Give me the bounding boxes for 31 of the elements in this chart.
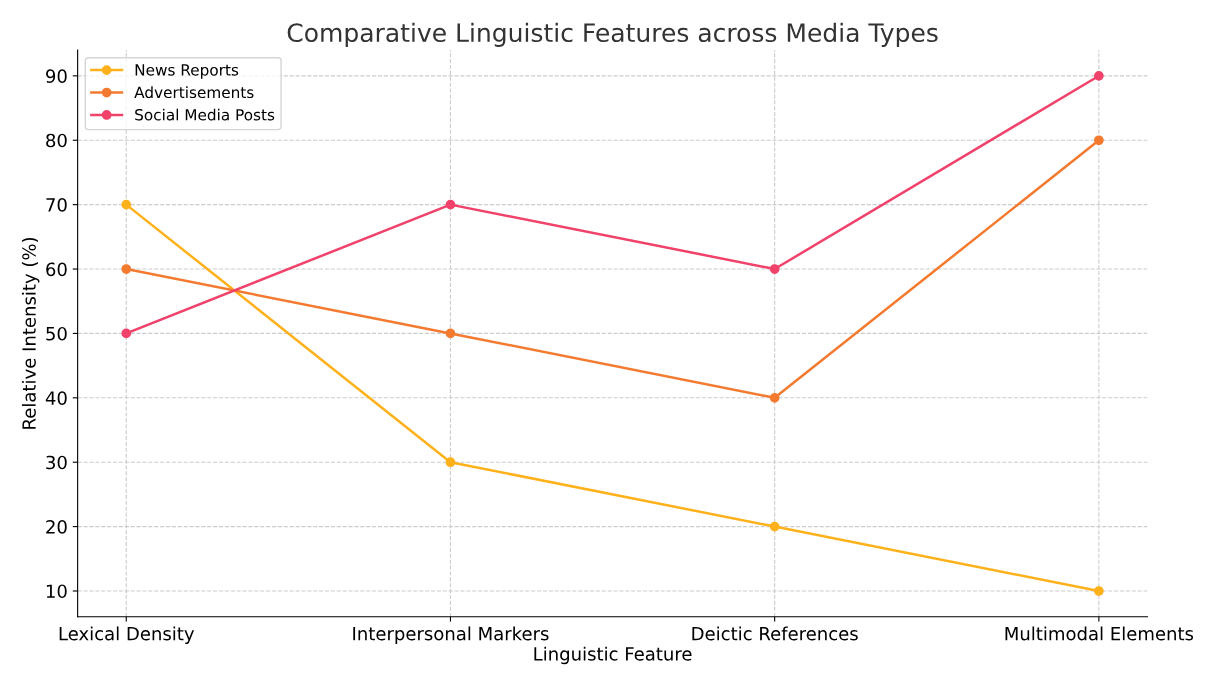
point: [1094, 70, 1104, 81]
x-tick-label: Interpersonal Markers: [353, 626, 549, 644]
legend-label: Social Media Posts: [135, 108, 275, 121]
y-axis-title: Relative Intensity (%): [21, 237, 40, 429]
legend-label: News Reports: [135, 64, 239, 79]
point: [445, 328, 456, 339]
x-tick-label: Lexical Density: [59, 626, 195, 644]
point: [445, 457, 456, 468]
legend-label: Advertisements: [134, 86, 254, 99]
point: [121, 264, 132, 274]
chart-title: Comparative Linguistic Features across Media Types: [287, 22, 938, 47]
y-tick-label: 50: [46, 326, 67, 341]
y-tick-label: 40: [45, 391, 67, 405]
point: [769, 521, 780, 532]
y-tick-label: 80: [46, 133, 67, 148]
y-tick-label: 60: [46, 262, 67, 277]
y-tick-label: 20: [46, 520, 67, 534]
point: [445, 199, 456, 210]
point: [1094, 586, 1104, 596]
point: [121, 199, 132, 210]
y-tick-label: 30: [46, 455, 67, 470]
x-axis-title: Linguistic Feature: [534, 646, 692, 665]
y-tick-label: 10: [46, 584, 67, 599]
point: [1094, 135, 1104, 146]
point: [769, 392, 780, 403]
point: [121, 328, 132, 339]
y-tick-label: 70: [46, 198, 67, 212]
x-tick-label: Deictic References: [692, 626, 858, 641]
point: [769, 264, 780, 274]
y-tick-label: 90: [46, 69, 67, 83]
x-tick-label: Multimodal Elements: [1005, 626, 1194, 641]
